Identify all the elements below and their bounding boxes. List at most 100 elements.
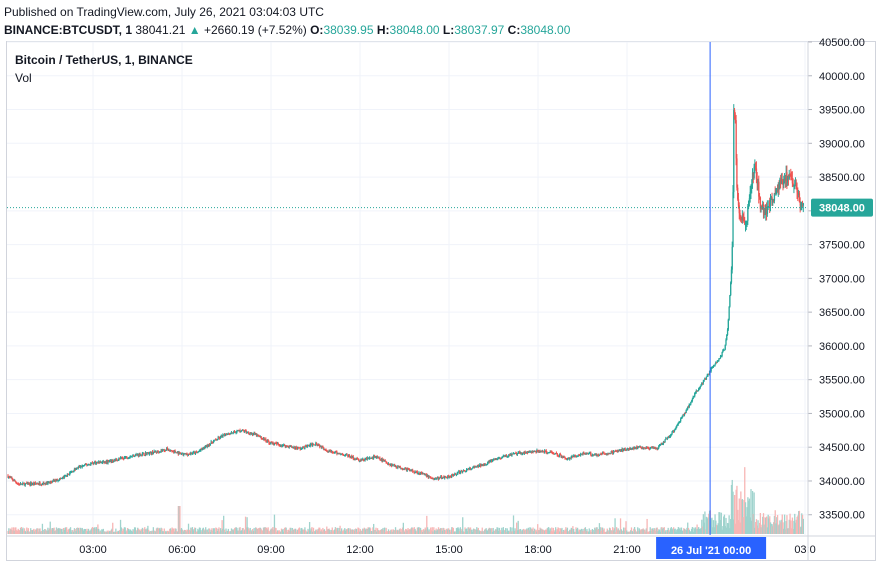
volume-bar bbox=[34, 529, 37, 534]
candle-body bbox=[588, 452, 590, 454]
volume-bar bbox=[497, 527, 499, 534]
volume-bar bbox=[787, 528, 789, 534]
volume-bar bbox=[317, 528, 319, 534]
candle-body bbox=[512, 453, 514, 455]
candle-body bbox=[783, 178, 786, 183]
candle-body bbox=[529, 451, 531, 453]
volume-bar bbox=[318, 527, 320, 534]
candle-body bbox=[493, 458, 495, 460]
candle-body bbox=[755, 168, 758, 180]
candle-body bbox=[545, 450, 547, 453]
candle-body bbox=[484, 464, 487, 466]
volume-bar bbox=[14, 527, 16, 534]
candle-body bbox=[41, 484, 44, 486]
volume-bar bbox=[791, 517, 794, 534]
volume-bar bbox=[490, 528, 493, 534]
candle-body bbox=[715, 362, 717, 365]
volume-bar bbox=[64, 527, 66, 534]
volume-bar bbox=[259, 527, 262, 534]
volume-bar bbox=[456, 527, 458, 534]
candle-body bbox=[56, 479, 58, 481]
candle-body bbox=[789, 174, 791, 176]
volume-bar bbox=[757, 520, 759, 534]
candle-body bbox=[656, 448, 658, 450]
candle-body bbox=[148, 452, 150, 455]
volume-bar bbox=[360, 530, 362, 534]
ohlc-header: BINANCE:BTCUSDT, 1 38041.21 ▲ +2660.19 (… bbox=[4, 23, 570, 37]
candle-body bbox=[526, 452, 528, 454]
candle-body bbox=[44, 483, 47, 485]
volume-bar bbox=[277, 531, 280, 534]
candle-body bbox=[778, 184, 780, 189]
volume-bar bbox=[404, 531, 406, 534]
candle-body bbox=[135, 454, 137, 456]
volume-bar bbox=[258, 527, 261, 534]
candle-body bbox=[16, 483, 19, 485]
volume-bar bbox=[576, 527, 579, 534]
volume-bar bbox=[673, 527, 675, 534]
volume-bar bbox=[688, 529, 690, 534]
candle-body bbox=[645, 447, 647, 449]
volume-bar bbox=[758, 528, 760, 534]
candle-body bbox=[695, 390, 697, 393]
volume-bar bbox=[538, 530, 540, 534]
volume-bar bbox=[13, 530, 15, 534]
candle-body bbox=[464, 470, 466, 472]
volume-bar bbox=[612, 530, 615, 534]
volume-bar bbox=[512, 531, 514, 534]
candle-body bbox=[8, 476, 11, 478]
candle-body bbox=[171, 450, 173, 452]
candle-body bbox=[406, 468, 408, 471]
candle-body bbox=[687, 406, 690, 408]
volume-bar bbox=[632, 531, 634, 534]
volume-bar bbox=[685, 530, 687, 534]
volume-bar bbox=[142, 531, 144, 534]
candle-body bbox=[415, 471, 417, 473]
volume-bar bbox=[232, 529, 234, 534]
volume-bar bbox=[508, 530, 510, 534]
volume-bar bbox=[130, 530, 133, 534]
volume-bar bbox=[579, 530, 581, 534]
volume-bar bbox=[137, 527, 139, 534]
candle-body bbox=[662, 441, 665, 444]
volume-bar bbox=[177, 506, 180, 534]
volume-bar bbox=[586, 529, 588, 534]
volume-bar bbox=[717, 523, 719, 534]
candle-body bbox=[475, 466, 477, 468]
candle-body bbox=[148, 452, 151, 455]
candle-body bbox=[639, 446, 641, 448]
volume-bar bbox=[230, 531, 232, 534]
volume-bar bbox=[206, 529, 208, 534]
volume-bar bbox=[671, 529, 673, 534]
volume-bar bbox=[705, 529, 707, 534]
volume-bar bbox=[485, 528, 487, 534]
volume-bar bbox=[391, 531, 394, 534]
volume-bar bbox=[636, 531, 638, 534]
candle-body bbox=[762, 204, 765, 213]
volume-bar bbox=[514, 528, 516, 534]
candle-body bbox=[77, 466, 80, 469]
candle-body bbox=[261, 438, 263, 440]
y-tick-label: 40500.00 bbox=[819, 37, 865, 49]
candle-body bbox=[595, 453, 597, 456]
volume-bar bbox=[163, 528, 165, 534]
candle-body bbox=[207, 444, 209, 447]
volume-bar bbox=[770, 523, 772, 534]
volume-bar bbox=[565, 527, 567, 534]
volume-bar bbox=[515, 522, 518, 534]
candle-body bbox=[258, 435, 260, 437]
candle-body bbox=[599, 453, 601, 455]
candle-body bbox=[598, 454, 600, 456]
volume-bar bbox=[785, 521, 787, 534]
volume-bar bbox=[780, 519, 783, 534]
candle-body bbox=[620, 450, 622, 452]
candle-body bbox=[320, 445, 322, 448]
volume-bar bbox=[252, 531, 255, 534]
volume-bar bbox=[576, 528, 578, 534]
volume-bar bbox=[90, 528, 93, 534]
volume-bar bbox=[310, 528, 312, 534]
candle-body bbox=[117, 459, 119, 461]
volume-bar bbox=[426, 515, 428, 534]
volume-bar bbox=[137, 528, 140, 534]
